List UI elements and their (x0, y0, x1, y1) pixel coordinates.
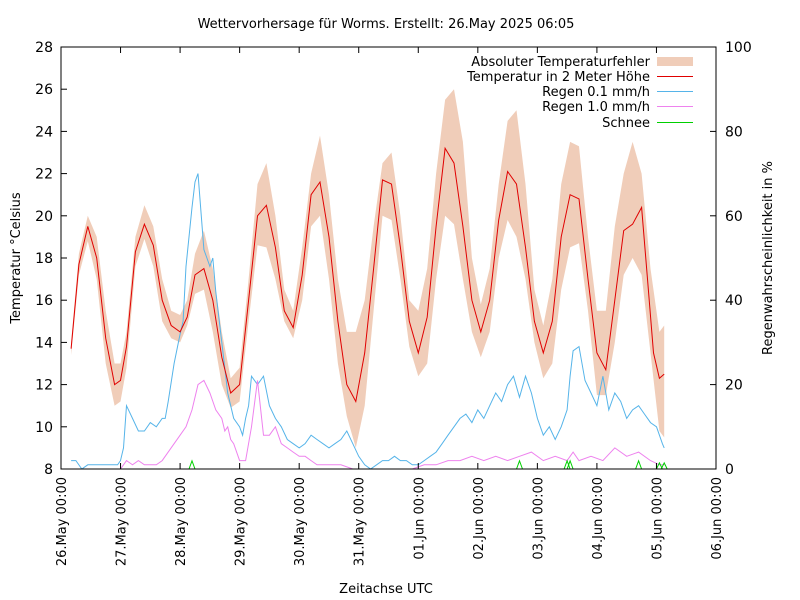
x-tick-label: 28.May 00:00 (174, 477, 189, 566)
x-tick-label: 04.Jun 00:00 (591, 477, 606, 560)
x-tick-label: 05.Jun 00:00 (651, 477, 666, 560)
y-axis-left: 8 10 12 14 16 18 20 22 24 26 28 (35, 40, 67, 478)
y2-tick-label: 20 (725, 378, 743, 394)
y-tick-label: 8 (44, 462, 53, 478)
legend-label-snow: Schnee (602, 116, 650, 131)
y2-axis-label: Regenwahrscheinlichkeit in % (761, 161, 776, 355)
x-tick-label: 01.Jun 00:00 (412, 477, 427, 560)
snow-mark (188, 459, 196, 469)
snow-mark (655, 461, 663, 469)
x-tick-label: 29.May 00:00 (234, 477, 249, 566)
y-tick-label: 18 (35, 251, 53, 267)
y-tick-label: 12 (35, 378, 53, 394)
y-tick-label: 10 (35, 420, 53, 436)
x-tick-label: 03.Jun 00:00 (531, 477, 546, 560)
legend-label-temperature: Temperatur in 2 Meter Höhe (466, 70, 650, 85)
y2-tick-label: 80 (725, 124, 743, 140)
y-tick-label: 28 (35, 40, 53, 56)
legend: Absoluter Temperaturfehler Temperatur in… (466, 55, 693, 131)
y2-tick-label: 100 (725, 40, 752, 56)
x-axis: 26.May 00:00 27.May 00:00 28.May 00:00 29.M… (55, 47, 725, 566)
x-tick-label: 02.Jun 00:00 (472, 477, 487, 560)
x-tick-label: 27.May 00:00 (115, 477, 130, 566)
legend-label-rain-01: Regen 0.1 mm/h (542, 85, 650, 100)
y-tick-label: 26 (35, 82, 53, 98)
y-axis-label: Temperatur °Celsius (9, 192, 24, 325)
snow-mark (563, 459, 571, 469)
snow-mark (660, 461, 668, 469)
legend-swatch-error-band (657, 57, 693, 66)
y-tick-label: 24 (35, 124, 53, 140)
y2-tick-label: 40 (725, 293, 743, 309)
temperature-error-band (71, 89, 665, 448)
snow-mark (566, 459, 574, 469)
y-axis-right: 0 20 40 60 80 100 (710, 40, 752, 478)
y-tick-label: 22 (35, 167, 53, 183)
snow-mark (516, 459, 523, 469)
legend-label-rain-10: Regen 1.0 mm/h (542, 100, 650, 115)
snow-mark (635, 459, 643, 469)
plot-area (70, 89, 668, 469)
temperature-line (70, 146, 665, 404)
y-tick-label: 20 (35, 209, 53, 225)
legend-label-error-band: Absoluter Temperaturfehler (471, 55, 650, 70)
y-tick-label: 14 (35, 335, 53, 351)
rain-01-line (71, 173, 665, 469)
x-tick-label: 31.May 00:00 (353, 477, 368, 566)
x-tick-label: 06.Jun 00:00 (710, 477, 725, 560)
x-tick-label: 26.May 00:00 (55, 477, 70, 566)
rain-10-line (71, 379, 665, 469)
y2-tick-label: 60 (725, 209, 743, 225)
chart-title: Wettervorhersage für Worms. Erstellt: 26… (198, 17, 575, 32)
y2-tick-label: 0 (725, 462, 734, 478)
y-tick-label: 16 (35, 293, 53, 309)
x-axis-label: Zeitachse UTC (339, 582, 433, 597)
x-tick-label: 30.May 00:00 (293, 477, 308, 566)
